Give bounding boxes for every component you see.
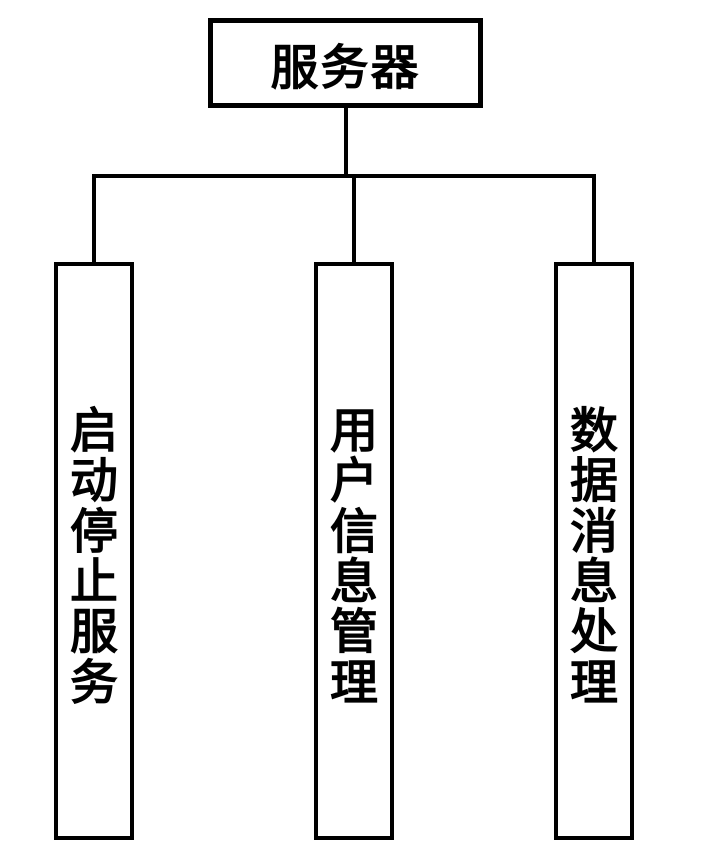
connector-drop-mid [352, 174, 356, 262]
connector-horizontal [92, 174, 596, 178]
child-node-0-label: 启动停止服务 [70, 407, 118, 709]
root-node: 服务器 [208, 18, 483, 108]
child-node-1-label: 用户信息管理 [330, 407, 378, 709]
child-node-2: 数据消息处理 [554, 262, 634, 840]
child-node-1: 用户信息管理 [314, 262, 394, 840]
connector-root-stub [344, 108, 348, 176]
root-node-label: 服务器 [270, 28, 420, 98]
child-node-0: 启动停止服务 [54, 262, 134, 840]
connector-drop-right [592, 174, 596, 262]
connector-drop-left [92, 174, 96, 262]
diagram-canvas: 服务器 启动停止服务 用户信息管理 数据消息处理 [0, 0, 708, 868]
child-node-2-label: 数据消息处理 [570, 407, 618, 709]
